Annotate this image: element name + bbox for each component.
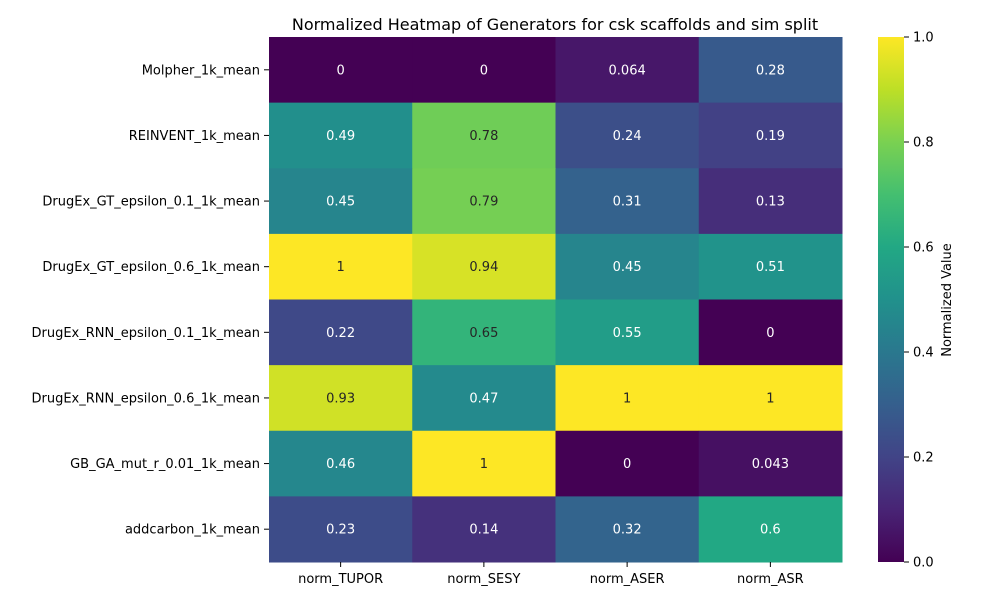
heatmap-cell <box>698 299 843 366</box>
cell-value-label: 0.043 <box>752 457 789 472</box>
x-tick-label: norm_TUPOR <box>298 572 383 587</box>
y-tick-label: addcarbon_1k_mean <box>125 523 260 538</box>
cell-value-label: 0.79 <box>469 195 498 210</box>
cell-value-label: 0.93 <box>326 391 355 406</box>
heatmap-cell <box>412 299 556 366</box>
x-tick-label: norm_ASER <box>590 572 665 587</box>
heatmap-cell <box>412 430 556 497</box>
colorbar-label: Normalized Value <box>940 243 955 357</box>
heatmap-cell-labels: 0 0 0.064 0.28 0.49 0.78 0.24 0.19 0.45 0.79 0.31 0… <box>326 63 789 537</box>
cell-value-label: 0.94 <box>469 260 498 275</box>
cell-value-label: 0.45 <box>326 195 355 210</box>
heatmap-cell <box>698 102 843 169</box>
cell-value-label: 0.46 <box>326 457 355 472</box>
colorbar-tick-label: 0.2 <box>913 451 934 466</box>
cell-value-label: 0 <box>480 63 488 78</box>
cell-value-label: 0.6 <box>760 523 781 538</box>
cell-value-label: 1 <box>336 260 344 275</box>
heatmap-cell <box>698 168 843 235</box>
y-tick-label: DrugEx_RNN_epsilon_0.6_1k_mean <box>31 391 260 406</box>
heatmap-cell <box>555 430 700 497</box>
y-axis: Molpher_1k_mean REINVENT_1k_mean DrugEx_GT… <box>31 63 269 538</box>
heatmap-cell <box>412 37 556 104</box>
heatmap-cells <box>269 37 843 563</box>
x-axis: norm_TUPOR norm_SESY norm_ASER norm_ASR <box>298 562 804 587</box>
cell-value-label: 0 <box>336 63 344 78</box>
heatmap-cell <box>698 233 843 301</box>
cell-value-label: 1 <box>766 391 774 406</box>
colorbar-tick-label: 0.8 <box>913 136 934 151</box>
cell-value-label: 0.28 <box>756 63 785 78</box>
heatmap-cell <box>698 496 843 563</box>
heatmap-cell <box>555 365 700 432</box>
cell-value-label: 0.49 <box>326 129 355 144</box>
cell-value-label: 0.19 <box>756 129 785 144</box>
heatmap-cell <box>269 430 413 497</box>
cell-value-label: 0.51 <box>756 260 785 275</box>
y-tick-label: GB_GA_mut_r_0.01_1k_mean <box>70 457 260 472</box>
cell-value-label: 1 <box>480 457 488 472</box>
heatmap-cell <box>555 102 700 169</box>
colorbar-tick-label: 0.4 <box>913 346 934 361</box>
heatmap-cell <box>269 299 413 366</box>
y-tick-label: REINVENT_1k_mean <box>129 129 260 144</box>
colorbar-ticks: 0.0 0.2 0.4 0.6 0.8 1.0 <box>904 31 934 571</box>
cell-value-label: 0.31 <box>613 195 642 210</box>
cell-value-label: 0.13 <box>756 195 785 210</box>
heatmap-cell <box>269 168 413 235</box>
heatmap-cell <box>555 168 700 235</box>
heatmap-cell <box>269 37 413 104</box>
heatmap-cell <box>412 233 556 301</box>
colorbar-tick-label: 1.0 <box>913 31 934 46</box>
cell-value-label: 0.14 <box>469 523 498 538</box>
y-tick-label: Molpher_1k_mean <box>142 63 260 78</box>
heatmap-cell <box>269 102 413 169</box>
x-tick-label: norm_ASR <box>737 572 804 587</box>
y-tick-label: DrugEx_GT_epsilon_0.1_1k_mean <box>42 195 260 210</box>
y-tick-label: DrugEx_GT_epsilon_0.6_1k_mean <box>42 260 260 275</box>
heatmap-cell <box>412 168 556 235</box>
heatmap-cell <box>412 496 556 563</box>
colorbar: 0.0 0.2 0.4 0.6 0.8 1.0 Normalized Value <box>878 31 955 571</box>
cell-value-label: 0.22 <box>326 326 355 341</box>
cell-value-label: 0.55 <box>613 326 642 341</box>
chart-title: Normalized Heatmap of Generators for csk… <box>292 15 818 34</box>
heatmap-cell <box>412 102 556 169</box>
colorbar-gradient <box>878 37 904 562</box>
cell-value-label: 0 <box>766 326 774 341</box>
cell-value-label: 0.65 <box>469 326 498 341</box>
cell-value-label: 0.23 <box>326 523 355 538</box>
cell-value-label: 0.24 <box>613 129 642 144</box>
cell-value-label: 0.47 <box>469 391 498 406</box>
heatmap-cell <box>555 233 700 301</box>
cell-value-label: 0 <box>623 457 631 472</box>
colorbar-tick-label: 0.6 <box>913 241 934 256</box>
heatmap-cell <box>698 430 843 497</box>
heatmap-cell <box>555 299 700 366</box>
cell-value-label: 0.32 <box>613 523 642 538</box>
heatmap-cell <box>412 365 556 432</box>
heatmap-cell <box>269 496 413 563</box>
heatmap-cell <box>698 365 843 432</box>
cell-value-label: 1 <box>623 391 631 406</box>
cell-value-label: 0.064 <box>609 63 646 78</box>
heatmap-cell <box>555 37 700 104</box>
cell-value-label: 0.78 <box>469 129 498 144</box>
heatmap-cell <box>698 37 843 104</box>
colorbar-tick-label: 0.0 <box>913 556 934 571</box>
heatmap-cell <box>269 233 413 301</box>
x-tick-label: norm_SESY <box>447 572 520 587</box>
heatmap-cell <box>269 365 413 432</box>
y-tick-label: DrugEx_RNN_epsilon_0.1_1k_mean <box>31 326 260 341</box>
heatmap-cell <box>555 496 700 563</box>
cell-value-label: 0.45 <box>613 260 642 275</box>
